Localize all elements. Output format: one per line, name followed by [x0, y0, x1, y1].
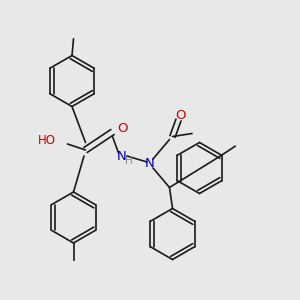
Text: H: H — [125, 155, 133, 166]
Text: N: N — [117, 149, 126, 163]
Text: O: O — [117, 122, 128, 136]
Text: HO: HO — [38, 134, 56, 148]
Text: O: O — [175, 109, 185, 122]
Text: N: N — [145, 157, 155, 170]
